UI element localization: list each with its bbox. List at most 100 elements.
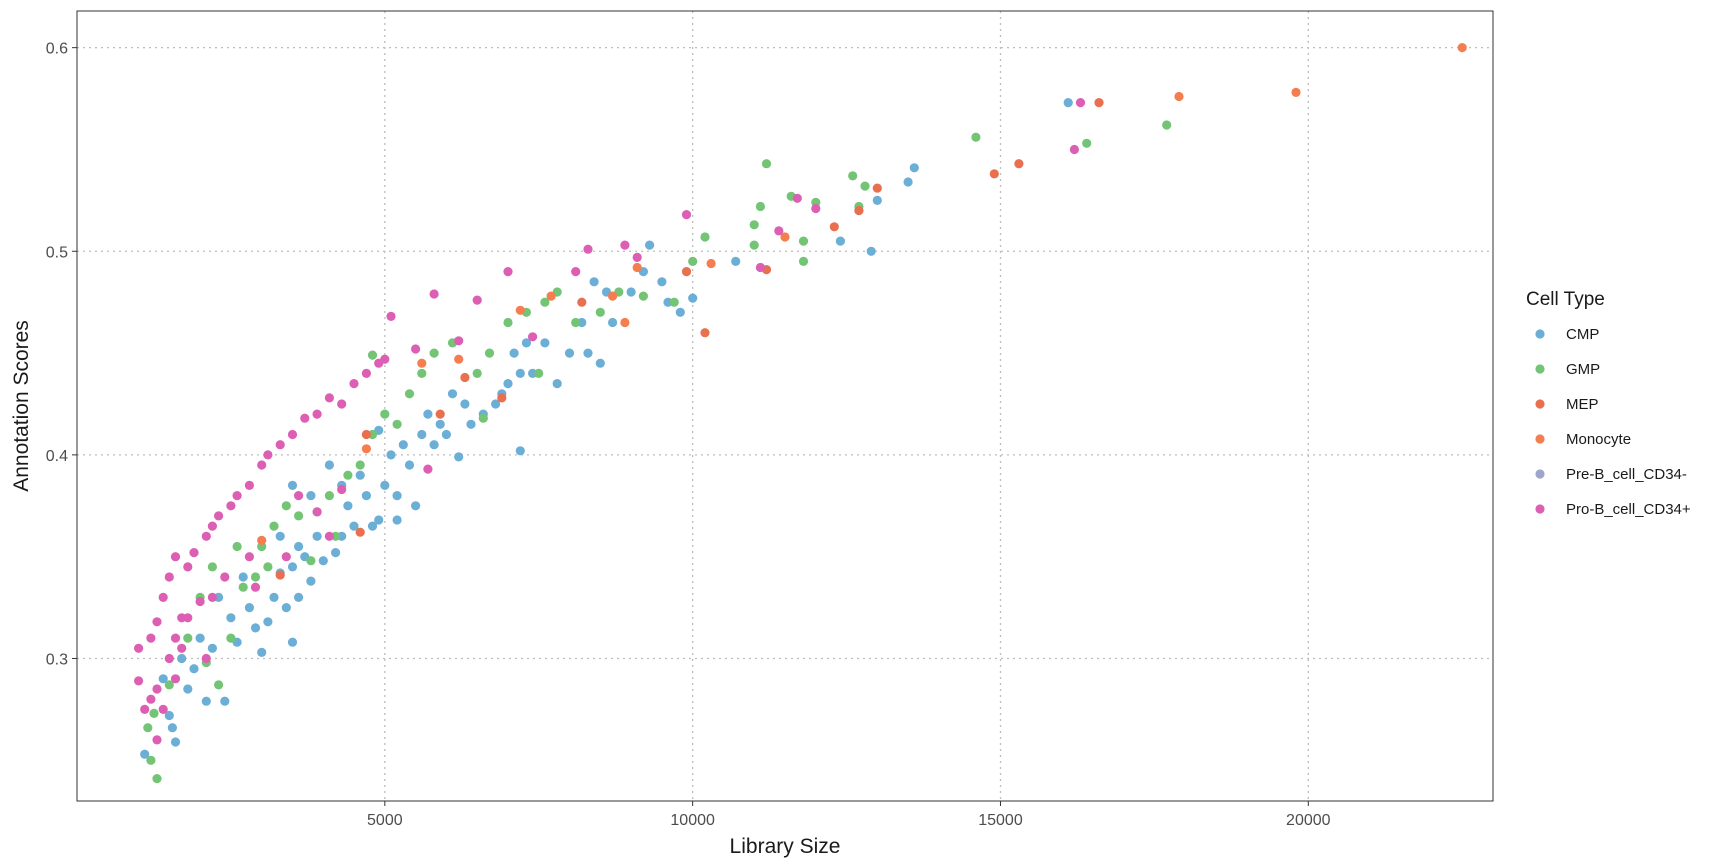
legend-label: Pro-B_cell_CD34+ [1566,501,1691,518]
data-point [337,399,347,409]
data-point [146,755,156,765]
data-point [577,297,587,307]
data-point [177,643,187,653]
data-point [306,491,316,501]
data-point [269,521,279,531]
data-point [195,596,205,607]
data-point [361,491,371,501]
data-point [521,338,532,348]
data-point [564,348,575,358]
data-point [257,647,267,658]
data-point [312,409,322,419]
data-point [1457,43,1467,53]
data-point [232,541,242,552]
data-point [645,240,655,250]
data-point [287,429,298,440]
data-point [411,501,421,511]
data-point [177,653,187,664]
data-point [380,354,390,364]
data-point [1291,87,1301,97]
data-point [1014,159,1024,169]
data-point [294,592,304,603]
data-point [355,470,365,480]
legend-items: CMP GMP MEP Monocyte Pre-B_cell_CD34- Pro-B_c… [1535,326,1691,518]
legend: Cell Type CMP GMP MEP Monocyte Pre-B_cell_CD… [1526,289,1691,518]
data-point [164,680,174,690]
data-point [392,419,402,429]
data-point [706,258,716,269]
data-point [688,293,698,303]
data-point [503,317,513,328]
data-point [263,617,273,627]
data-point [343,501,353,511]
data-point [429,440,439,450]
data-point [491,399,501,409]
data-point [201,653,211,664]
data-point [238,572,248,582]
data-point [158,592,168,603]
data-point [866,246,876,256]
data-point [152,774,162,784]
data-point [164,572,174,582]
data-point [232,491,242,501]
data-point [380,480,390,490]
data-point [244,480,254,490]
data-point [226,501,236,511]
data-point [306,556,316,566]
data-point [183,684,193,694]
data-point [386,311,396,321]
legend-label: GMP [1566,361,1600,378]
series-group [143,120,1172,784]
data-point [423,464,433,474]
data-point [595,307,605,317]
x-axis-title: Library Size [730,835,841,858]
data-point [226,613,236,623]
data-point [244,552,254,562]
data-point [534,368,544,378]
data-point [503,379,513,389]
data-point [835,236,846,246]
data-point [287,637,298,647]
data-point [429,348,439,358]
data-point [441,429,451,440]
data-point [134,676,144,686]
data-point [798,256,809,266]
plot-frame [76,10,1494,802]
data-point [1069,144,1079,155]
data-point [411,344,421,354]
data-point [1063,98,1073,108]
data-point [392,515,402,525]
data-point [583,244,593,254]
data-point [349,521,359,531]
data-point [608,291,618,301]
data-point [1082,138,1092,148]
data-point [903,177,913,187]
data-point [361,368,371,378]
data-point [700,232,710,242]
data-point [361,444,371,454]
data-point [226,633,236,643]
data-point [497,393,507,403]
data-point [152,684,162,694]
data-point [681,267,692,277]
data-point [312,507,322,517]
data-point [454,452,464,462]
data-point [620,317,630,328]
data-point [595,358,605,368]
data-point [189,548,199,558]
data-point [626,287,636,297]
data-point [386,450,396,460]
data-point [374,515,384,525]
data-point [195,633,205,643]
data-point [152,735,162,745]
data-point [854,205,864,216]
data-point [343,470,353,480]
data-point [484,348,495,358]
series-group [257,43,1467,546]
data-point [460,399,470,409]
data-point [515,446,525,456]
y-tick-label: 0.3 [46,651,68,668]
data-point [214,511,224,521]
data-point [207,562,217,572]
data-point [170,674,181,684]
